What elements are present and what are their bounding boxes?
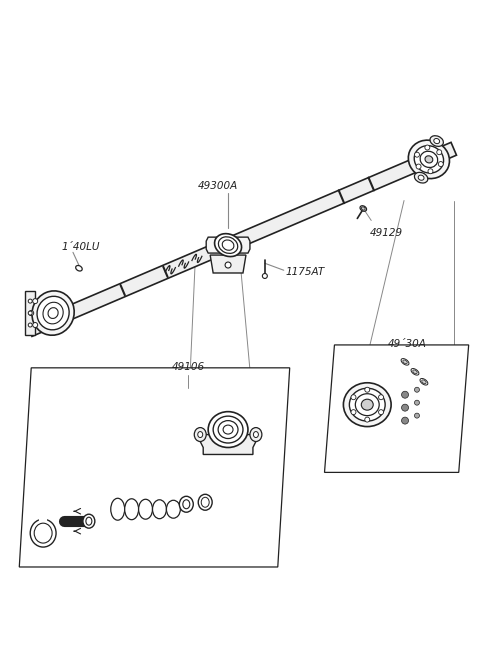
Ellipse shape [180, 496, 193, 512]
Text: 1175AT: 1175AT [286, 267, 325, 277]
Ellipse shape [411, 369, 419, 375]
Polygon shape [198, 434, 258, 455]
Ellipse shape [415, 400, 420, 405]
Ellipse shape [43, 302, 63, 324]
Ellipse shape [213, 416, 243, 443]
Ellipse shape [32, 291, 74, 335]
Ellipse shape [33, 323, 37, 327]
Ellipse shape [111, 498, 125, 520]
Ellipse shape [355, 394, 379, 416]
Ellipse shape [29, 311, 34, 315]
Ellipse shape [434, 139, 440, 144]
Ellipse shape [198, 432, 203, 438]
Ellipse shape [415, 413, 420, 418]
Polygon shape [210, 255, 246, 273]
Ellipse shape [420, 151, 438, 168]
Ellipse shape [218, 237, 238, 254]
Ellipse shape [83, 514, 95, 528]
Ellipse shape [250, 428, 262, 442]
Ellipse shape [33, 299, 37, 304]
Ellipse shape [218, 420, 238, 438]
Ellipse shape [183, 500, 190, 509]
Ellipse shape [413, 370, 417, 374]
Polygon shape [25, 291, 35, 335]
Ellipse shape [351, 395, 356, 399]
Ellipse shape [420, 378, 428, 385]
Ellipse shape [37, 296, 69, 330]
Ellipse shape [416, 164, 421, 169]
Ellipse shape [215, 234, 241, 257]
Ellipse shape [438, 162, 443, 166]
Ellipse shape [139, 499, 153, 519]
Ellipse shape [402, 404, 408, 411]
Ellipse shape [428, 169, 433, 173]
Text: 49300A: 49300A [198, 181, 238, 191]
Polygon shape [26, 143, 456, 336]
Ellipse shape [34, 523, 52, 543]
Ellipse shape [425, 156, 433, 163]
Ellipse shape [201, 497, 209, 507]
Polygon shape [19, 368, 290, 567]
Ellipse shape [167, 500, 180, 518]
Text: 49129: 49129 [370, 229, 403, 238]
Ellipse shape [125, 499, 139, 520]
Ellipse shape [48, 307, 58, 319]
Ellipse shape [402, 391, 408, 398]
Ellipse shape [361, 207, 365, 210]
Ellipse shape [253, 432, 258, 438]
Text: 49106: 49106 [172, 362, 205, 372]
Ellipse shape [379, 395, 384, 399]
Ellipse shape [360, 206, 367, 212]
Ellipse shape [414, 172, 428, 183]
Ellipse shape [223, 425, 233, 434]
Ellipse shape [86, 517, 92, 525]
Ellipse shape [28, 323, 32, 327]
Ellipse shape [414, 146, 444, 173]
Ellipse shape [379, 410, 384, 415]
Text: 1´40LU: 1´40LU [61, 242, 99, 252]
Ellipse shape [408, 140, 449, 179]
Ellipse shape [403, 360, 407, 364]
Ellipse shape [198, 494, 212, 510]
Ellipse shape [208, 412, 248, 447]
Ellipse shape [418, 175, 424, 180]
Ellipse shape [343, 383, 391, 426]
Polygon shape [206, 237, 250, 253]
Ellipse shape [194, 428, 206, 442]
Ellipse shape [361, 399, 373, 410]
Ellipse shape [430, 136, 444, 147]
Ellipse shape [415, 152, 420, 157]
Ellipse shape [76, 265, 82, 271]
Ellipse shape [402, 417, 408, 424]
Ellipse shape [28, 299, 32, 303]
Ellipse shape [263, 273, 267, 279]
Ellipse shape [153, 500, 167, 518]
Ellipse shape [225, 262, 231, 268]
Ellipse shape [425, 145, 430, 150]
Ellipse shape [28, 311, 32, 315]
Ellipse shape [351, 410, 356, 415]
Ellipse shape [222, 240, 234, 250]
Ellipse shape [30, 519, 56, 547]
Ellipse shape [349, 388, 385, 421]
Polygon shape [324, 345, 468, 472]
Ellipse shape [401, 359, 409, 365]
Ellipse shape [437, 150, 442, 154]
Ellipse shape [365, 417, 370, 422]
Ellipse shape [422, 380, 426, 384]
Text: 49´30A: 49´30A [387, 339, 426, 349]
Ellipse shape [415, 387, 420, 392]
Ellipse shape [365, 387, 370, 392]
